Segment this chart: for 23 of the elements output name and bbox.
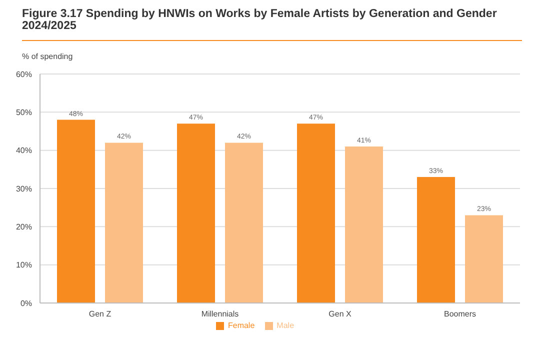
y-tick-label: 40%	[16, 146, 32, 156]
bar	[465, 215, 503, 303]
y-tick-label: 30%	[16, 184, 32, 194]
y-axis-title: % of spending	[22, 52, 73, 61]
bar	[345, 146, 383, 303]
bar	[417, 177, 455, 303]
bar	[57, 120, 95, 303]
y-tick-label: 60%	[16, 70, 32, 79]
bar	[297, 124, 335, 303]
x-tick-label: Gen X	[328, 310, 352, 319]
legend-label: Male	[276, 321, 294, 330]
y-tick-label: 20%	[16, 222, 32, 232]
y-tick-label: 10%	[16, 260, 32, 270]
x-tick-label: Millennials	[201, 310, 239, 319]
x-tick-label: Boomers	[444, 310, 476, 319]
chart-title: Figure 3.17 Spending by HNWIs on Works by Female Artists by Generation and Gender 2024/2025	[22, 8, 522, 41]
bar	[225, 142, 263, 303]
y-tick-label: 0%	[20, 298, 32, 308]
bar	[105, 142, 143, 303]
legend-label: Female	[228, 321, 255, 330]
y-tick-label: 50%	[16, 108, 32, 118]
x-tick-label: Gen Z	[88, 310, 112, 319]
bar	[177, 124, 215, 303]
